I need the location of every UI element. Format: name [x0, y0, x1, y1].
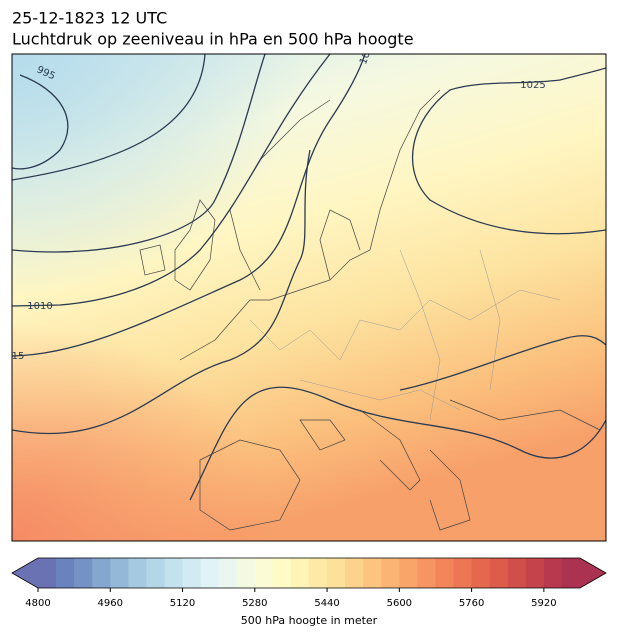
contour [411, 67, 606, 235]
contour [12, 54, 331, 307]
colorbar-band [363, 558, 382, 588]
colorbar-band [74, 558, 93, 588]
colorbar-band [381, 558, 400, 588]
colorbar-band [236, 558, 256, 588]
colorbar-extend-high [580, 558, 606, 588]
contour [12, 74, 69, 170]
colorbar: 4800 4960 5120 5280 5440 5600 5760 5920 [11, 557, 607, 609]
colorbar-band [561, 558, 581, 588]
colorbar-band [128, 558, 147, 588]
colorbar-band [525, 558, 545, 588]
colorbar-band [92, 558, 111, 588]
colorbar-band [254, 558, 274, 588]
contour-label: 15 [12, 351, 25, 362]
contour [189, 386, 606, 501]
colorbar-band [218, 558, 238, 588]
colorbar-label: 500 hPa hoogte in meter [241, 614, 378, 627]
subtitle: Luchtdruk op zeeniveau in hPa en 500 hPa… [12, 30, 414, 49]
contour [12, 149, 311, 435]
colorbar-band [38, 558, 57, 588]
contour-label: 1025 [520, 80, 545, 91]
colorbar-band [435, 558, 455, 588]
colorbar-tick-label: 5920 [531, 598, 556, 609]
colorbar-tick-label: 5280 [242, 598, 267, 609]
contour-label: 10 [358, 50, 373, 66]
contour [12, 54, 366, 357]
colorbar-band [290, 558, 310, 588]
colorbar-band [110, 558, 129, 588]
colorbar-tick-label: 5120 [170, 598, 195, 609]
colorbar-band [327, 558, 346, 588]
title: 25-12-1823 12 UTC [12, 9, 167, 28]
colorbar-band [399, 558, 418, 588]
colorbar-tick-label: 4960 [98, 598, 123, 609]
colorbar-band [56, 558, 75, 588]
colorbar-band [272, 558, 292, 588]
colorbar-band [309, 558, 328, 588]
map-frame [11, 53, 607, 542]
high-field [12, 54, 606, 541]
colorbar-band [507, 558, 527, 588]
colorbar-tick-label: 5600 [387, 598, 412, 609]
colorbar-tick-label: 5440 [314, 598, 339, 609]
colorbar-band [417, 558, 436, 588]
colorbar-band [182, 558, 202, 588]
colorbar-band [200, 558, 220, 588]
colorbar-extend-low [12, 558, 38, 588]
colorbar-band [345, 558, 364, 588]
colorbar-tick-label: 5760 [459, 598, 484, 609]
contour-label: 1010 [27, 301, 52, 312]
colorbar-tick-label: 4800 [25, 598, 50, 609]
colorbar-band [543, 558, 563, 588]
borders [249, 249, 561, 421]
contour [399, 335, 606, 391]
colorbar-outline [11, 557, 607, 589]
colorbar-band [146, 558, 165, 588]
contour [12, 54, 206, 181]
colorbar-band [164, 558, 184, 588]
colorbar-band [453, 558, 473, 588]
contour [12, 54, 266, 253]
colorbar-band [489, 558, 509, 588]
colorbar-band [471, 558, 491, 588]
